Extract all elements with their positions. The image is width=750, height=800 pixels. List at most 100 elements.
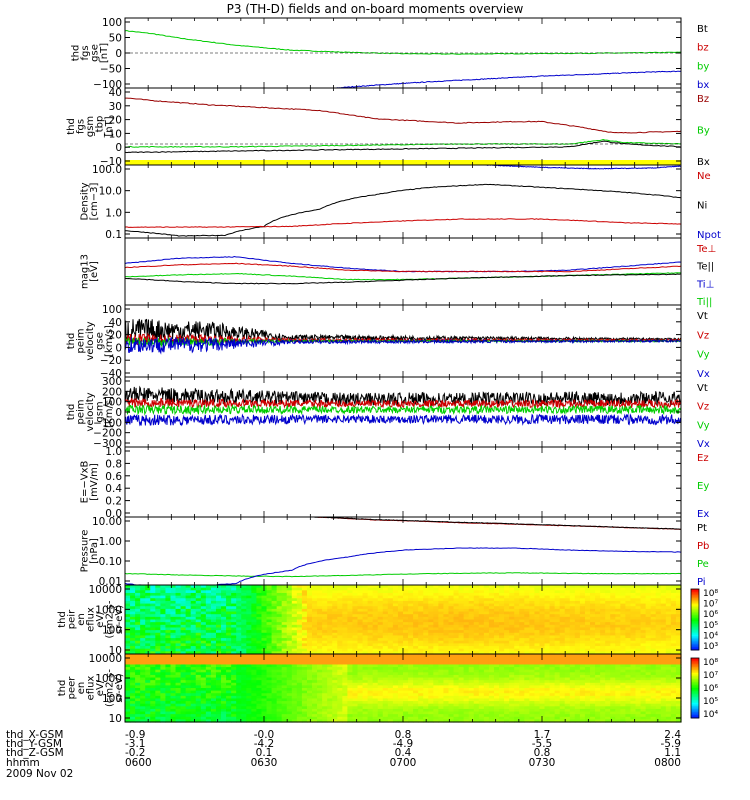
spectrogram-cell bbox=[317, 614, 323, 618]
spectrogram-cell bbox=[185, 688, 192, 692]
spectrogram-cell bbox=[392, 669, 399, 673]
spectrogram-cell bbox=[645, 614, 652, 618]
spectrogram-cell bbox=[620, 646, 626, 650]
spectrogram-cell bbox=[155, 716, 161, 720]
spectrogram-cell bbox=[251, 656, 258, 660]
spectrogram-cell bbox=[200, 674, 207, 679]
spectrogram-cell bbox=[140, 608, 146, 613]
spectrogram-cell bbox=[175, 592, 182, 597]
spectrogram-cell bbox=[377, 669, 384, 673]
spectrogram-cell bbox=[539, 616, 546, 621]
spectrogram-cell bbox=[367, 698, 374, 702]
spectrogram-cell bbox=[226, 608, 232, 613]
legend-peim_gsm-Vz: Vz bbox=[697, 402, 709, 413]
spectrogram-cell bbox=[281, 627, 288, 631]
spectrogram-cell bbox=[246, 606, 252, 610]
spectrogram-cell bbox=[347, 616, 354, 621]
spectrogram-cell bbox=[155, 685, 161, 689]
spectrogram-cell bbox=[296, 619, 303, 623]
spectrogram-cell bbox=[271, 656, 278, 660]
spectrogram-cell bbox=[215, 703, 222, 707]
spectrogram-cell bbox=[397, 585, 404, 589]
spectrogram-cell bbox=[499, 590, 505, 594]
spectrogram-cell bbox=[301, 624, 308, 629]
spectrogram-cell bbox=[327, 677, 333, 681]
spectrogram-cell bbox=[241, 680, 247, 684]
spectrogram-cell bbox=[660, 619, 667, 623]
spectrogram-cell bbox=[377, 708, 384, 713]
spectrogram-cell bbox=[271, 703, 278, 707]
spectrogram-cell bbox=[357, 677, 364, 681]
spectrogram-cell bbox=[483, 611, 490, 615]
spectrogram-cell bbox=[286, 622, 293, 626]
spectrogram-cell bbox=[387, 592, 394, 597]
spectrogram-cell bbox=[221, 672, 227, 676]
spectrogram-cell bbox=[322, 611, 328, 615]
spectrogram-cell bbox=[342, 624, 348, 629]
spectrogram-cell bbox=[276, 714, 283, 718]
spectrogram-cell bbox=[493, 630, 500, 634]
spectrogram-cell bbox=[150, 622, 156, 626]
spectrogram-cell bbox=[246, 703, 252, 707]
spectrogram-cell bbox=[519, 622, 525, 626]
spectrogram-cell bbox=[675, 611, 682, 615]
spectrogram-cell bbox=[266, 614, 273, 618]
spectrogram-cell bbox=[200, 646, 207, 650]
spectrogram-cell bbox=[215, 711, 222, 715]
spectrogram-cell bbox=[595, 611, 601, 615]
spectrogram-cell bbox=[205, 669, 212, 673]
spectrogram-cell bbox=[165, 677, 172, 681]
spectrogram-cell bbox=[215, 659, 222, 663]
spectrogram-cell bbox=[433, 600, 439, 605]
y-tick-label: 40 bbox=[109, 317, 122, 329]
spectrogram-cell bbox=[408, 651, 414, 655]
spectrogram-cell bbox=[579, 585, 586, 589]
spectrogram-cell bbox=[231, 614, 237, 618]
spectrogram-cell bbox=[615, 614, 621, 618]
spectrogram-cell bbox=[458, 640, 465, 644]
spectrogram-cell bbox=[276, 630, 283, 634]
spectrogram-cell bbox=[387, 690, 394, 694]
spectrogram-cell bbox=[150, 716, 156, 720]
spectrogram-cell bbox=[312, 682, 318, 686]
spectrogram-cell bbox=[397, 587, 404, 591]
spectrogram-cell bbox=[342, 646, 348, 650]
spectrogram-cell bbox=[397, 598, 404, 602]
spectrogram-cell bbox=[655, 630, 662, 634]
spectrogram-cell bbox=[504, 635, 510, 639]
spectrogram-cell bbox=[327, 606, 333, 610]
spectrogram-cell bbox=[140, 693, 146, 697]
spectrogram-cell bbox=[357, 716, 364, 720]
spectrogram-cell bbox=[200, 695, 207, 700]
spectrogram-cell bbox=[423, 592, 429, 597]
spectrogram-cell bbox=[342, 643, 348, 647]
spectrogram-cell bbox=[529, 614, 536, 618]
spectrogram-cell bbox=[352, 627, 359, 631]
spectrogram-cell bbox=[236, 598, 242, 602]
spectrogram-cell bbox=[433, 646, 439, 650]
spectrogram-cell bbox=[291, 690, 298, 694]
spectrogram-cell bbox=[210, 688, 217, 692]
spectrogram-cell bbox=[291, 622, 298, 626]
spectrogram-cell bbox=[539, 600, 546, 605]
spectrogram-cell bbox=[438, 619, 445, 623]
spectrogram-cell bbox=[286, 627, 293, 631]
spectrogram-cell bbox=[362, 672, 369, 676]
spectrogram-cell bbox=[226, 622, 232, 626]
spectrogram-cell bbox=[428, 603, 434, 607]
spectrogram-cell bbox=[514, 651, 520, 655]
spectrogram-cell bbox=[640, 587, 647, 591]
spectrogram-cell bbox=[675, 603, 682, 607]
series-density-Ni bbox=[124, 183, 682, 237]
spectrogram-cell bbox=[367, 664, 374, 668]
spectrogram-cell bbox=[195, 590, 202, 594]
spectrogram-cell bbox=[125, 630, 131, 634]
spectrogram-cell bbox=[600, 598, 606, 602]
spectrogram-cell bbox=[372, 654, 379, 658]
spectrogram-cell bbox=[337, 659, 343, 663]
spectrogram-cell bbox=[210, 659, 217, 663]
spectrogram-cell bbox=[600, 632, 606, 637]
spectrogram-cell bbox=[155, 587, 161, 591]
spectrogram-cell bbox=[210, 654, 217, 658]
spectrogram-cell bbox=[165, 606, 172, 610]
